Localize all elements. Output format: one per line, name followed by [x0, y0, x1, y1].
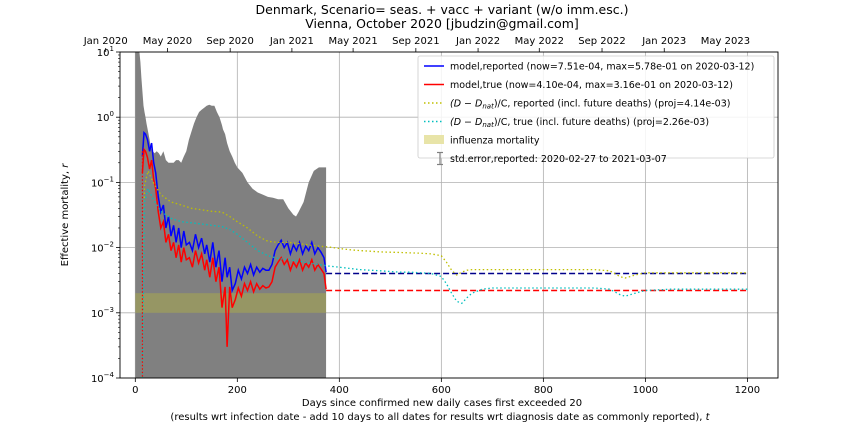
x-tick-label: 400 — [330, 385, 349, 396]
legend-text-sub: nat — [482, 103, 494, 111]
top-tick-label: May 2022 — [515, 36, 564, 47]
legend-text-tail: )/C, true (incl. future deaths) (proj=2.… — [494, 117, 709, 128]
x-axis-label-line2: (results wrt infection date - add 10 day… — [170, 412, 710, 423]
legend-text-tail: )/C, reported (incl. future deaths) (pro… — [494, 99, 731, 110]
legend-entry-2: (D − Dnat)/C, reported (incl. future dea… — [450, 99, 730, 111]
top-tick-label: Sep 2021 — [392, 36, 439, 47]
legend-box — [417, 55, 775, 159]
x-tick-label: 200 — [228, 385, 247, 396]
y-tick-exponent: −3 — [104, 306, 114, 314]
plot-frame — [119, 51, 779, 379]
x-tick-label: 1200 — [735, 385, 760, 396]
y-tick-base: 10 — [91, 374, 104, 385]
y-tick-base: 10 — [97, 48, 110, 59]
y-tick-exponent: −4 — [104, 371, 115, 379]
y-tick-base: 10 — [91, 309, 104, 320]
top-tick-label: May 2020 — [143, 36, 192, 47]
chart-subtitle: Vienna, October 2020 [jbudzin@gmail.com] — [305, 16, 579, 31]
y-tick-base: 10 — [97, 113, 110, 124]
top-tick-label: Jan 2020 — [83, 36, 128, 47]
legend-text-main: (D − D — [450, 99, 482, 110]
series-line-0 — [141, 130, 327, 294]
top-tick-label: Sep 2022 — [578, 36, 625, 47]
plot-content — [135, 52, 748, 378]
y-tick-label: 100 — [97, 110, 114, 124]
legend-swatch-4 — [424, 135, 444, 144]
x-tick-label: 600 — [432, 385, 451, 396]
legend-text-sub: nat — [482, 121, 494, 129]
series-line-1 — [141, 147, 327, 347]
influenza-band — [135, 293, 327, 313]
y-tick-exponent: −2 — [104, 241, 114, 249]
x-tick-label: 0 — [132, 385, 138, 396]
y-tick-exponent: −1 — [104, 175, 114, 183]
y-tick-label: 10−2 — [91, 241, 114, 255]
y-axis-label: Effective mortality, r — [60, 163, 71, 267]
x-axis-label-line2-text: (results wrt infection date - add 10 day… — [170, 412, 702, 423]
y-tick-label: 10−3 — [91, 306, 114, 320]
top-tick-label: May 2023 — [701, 36, 750, 47]
top-tick-label: Sep 2020 — [206, 36, 253, 47]
chart-title: Denmark, Scenario= seas. + vacc + varian… — [256, 2, 629, 17]
y-tick-exponent: 0 — [110, 110, 114, 118]
plot-area: 0 200 400 600 800 1000 120010−410−310−210−1100… — [83, 36, 779, 396]
y-tick-exponent: 1 — [110, 45, 114, 53]
x-tick-label: 1000 — [633, 385, 658, 396]
top-tick-label: Jan 2022 — [455, 36, 500, 47]
y-tick-base: 10 — [91, 244, 104, 255]
top-tick-label: May 2021 — [328, 36, 377, 47]
legend-entry-0: model,reported (now=7.51e-04, max=5.78e-… — [450, 62, 754, 73]
y-axis-variable: r — [60, 163, 71, 168]
series-line-5 — [141, 186, 748, 378]
x-tick-label: 800 — [534, 385, 553, 396]
legend-entry-3: (D − Dnat)/C, true (incl. future deaths)… — [450, 117, 709, 129]
y-tick-base: 10 — [91, 178, 104, 189]
y-axis-label-text: Effective mortality, — [60, 171, 71, 266]
y-tick-label: 10−4 — [91, 371, 115, 385]
std-error-envelope — [135, 52, 327, 378]
x-axis-variable: t — [706, 412, 711, 423]
y-tick-label: 101 — [97, 45, 114, 59]
top-tick-label: Jan 2021 — [269, 36, 314, 47]
legend-text-main: (D − D — [450, 117, 482, 128]
legend-entry-1: model,true (now=4.10e-04, max=3.16e-01 o… — [450, 80, 733, 91]
legend-entry-4: influenza mortality — [450, 136, 540, 147]
y-tick-label: 10−1 — [91, 175, 114, 189]
top-tick-label: Jan 2023 — [641, 36, 686, 47]
legend-entry-5: std.error,reported: 2020-02-27 to 2021-0… — [450, 154, 667, 165]
x-axis-label: Days since confirmed new daily cases fir… — [302, 398, 582, 409]
